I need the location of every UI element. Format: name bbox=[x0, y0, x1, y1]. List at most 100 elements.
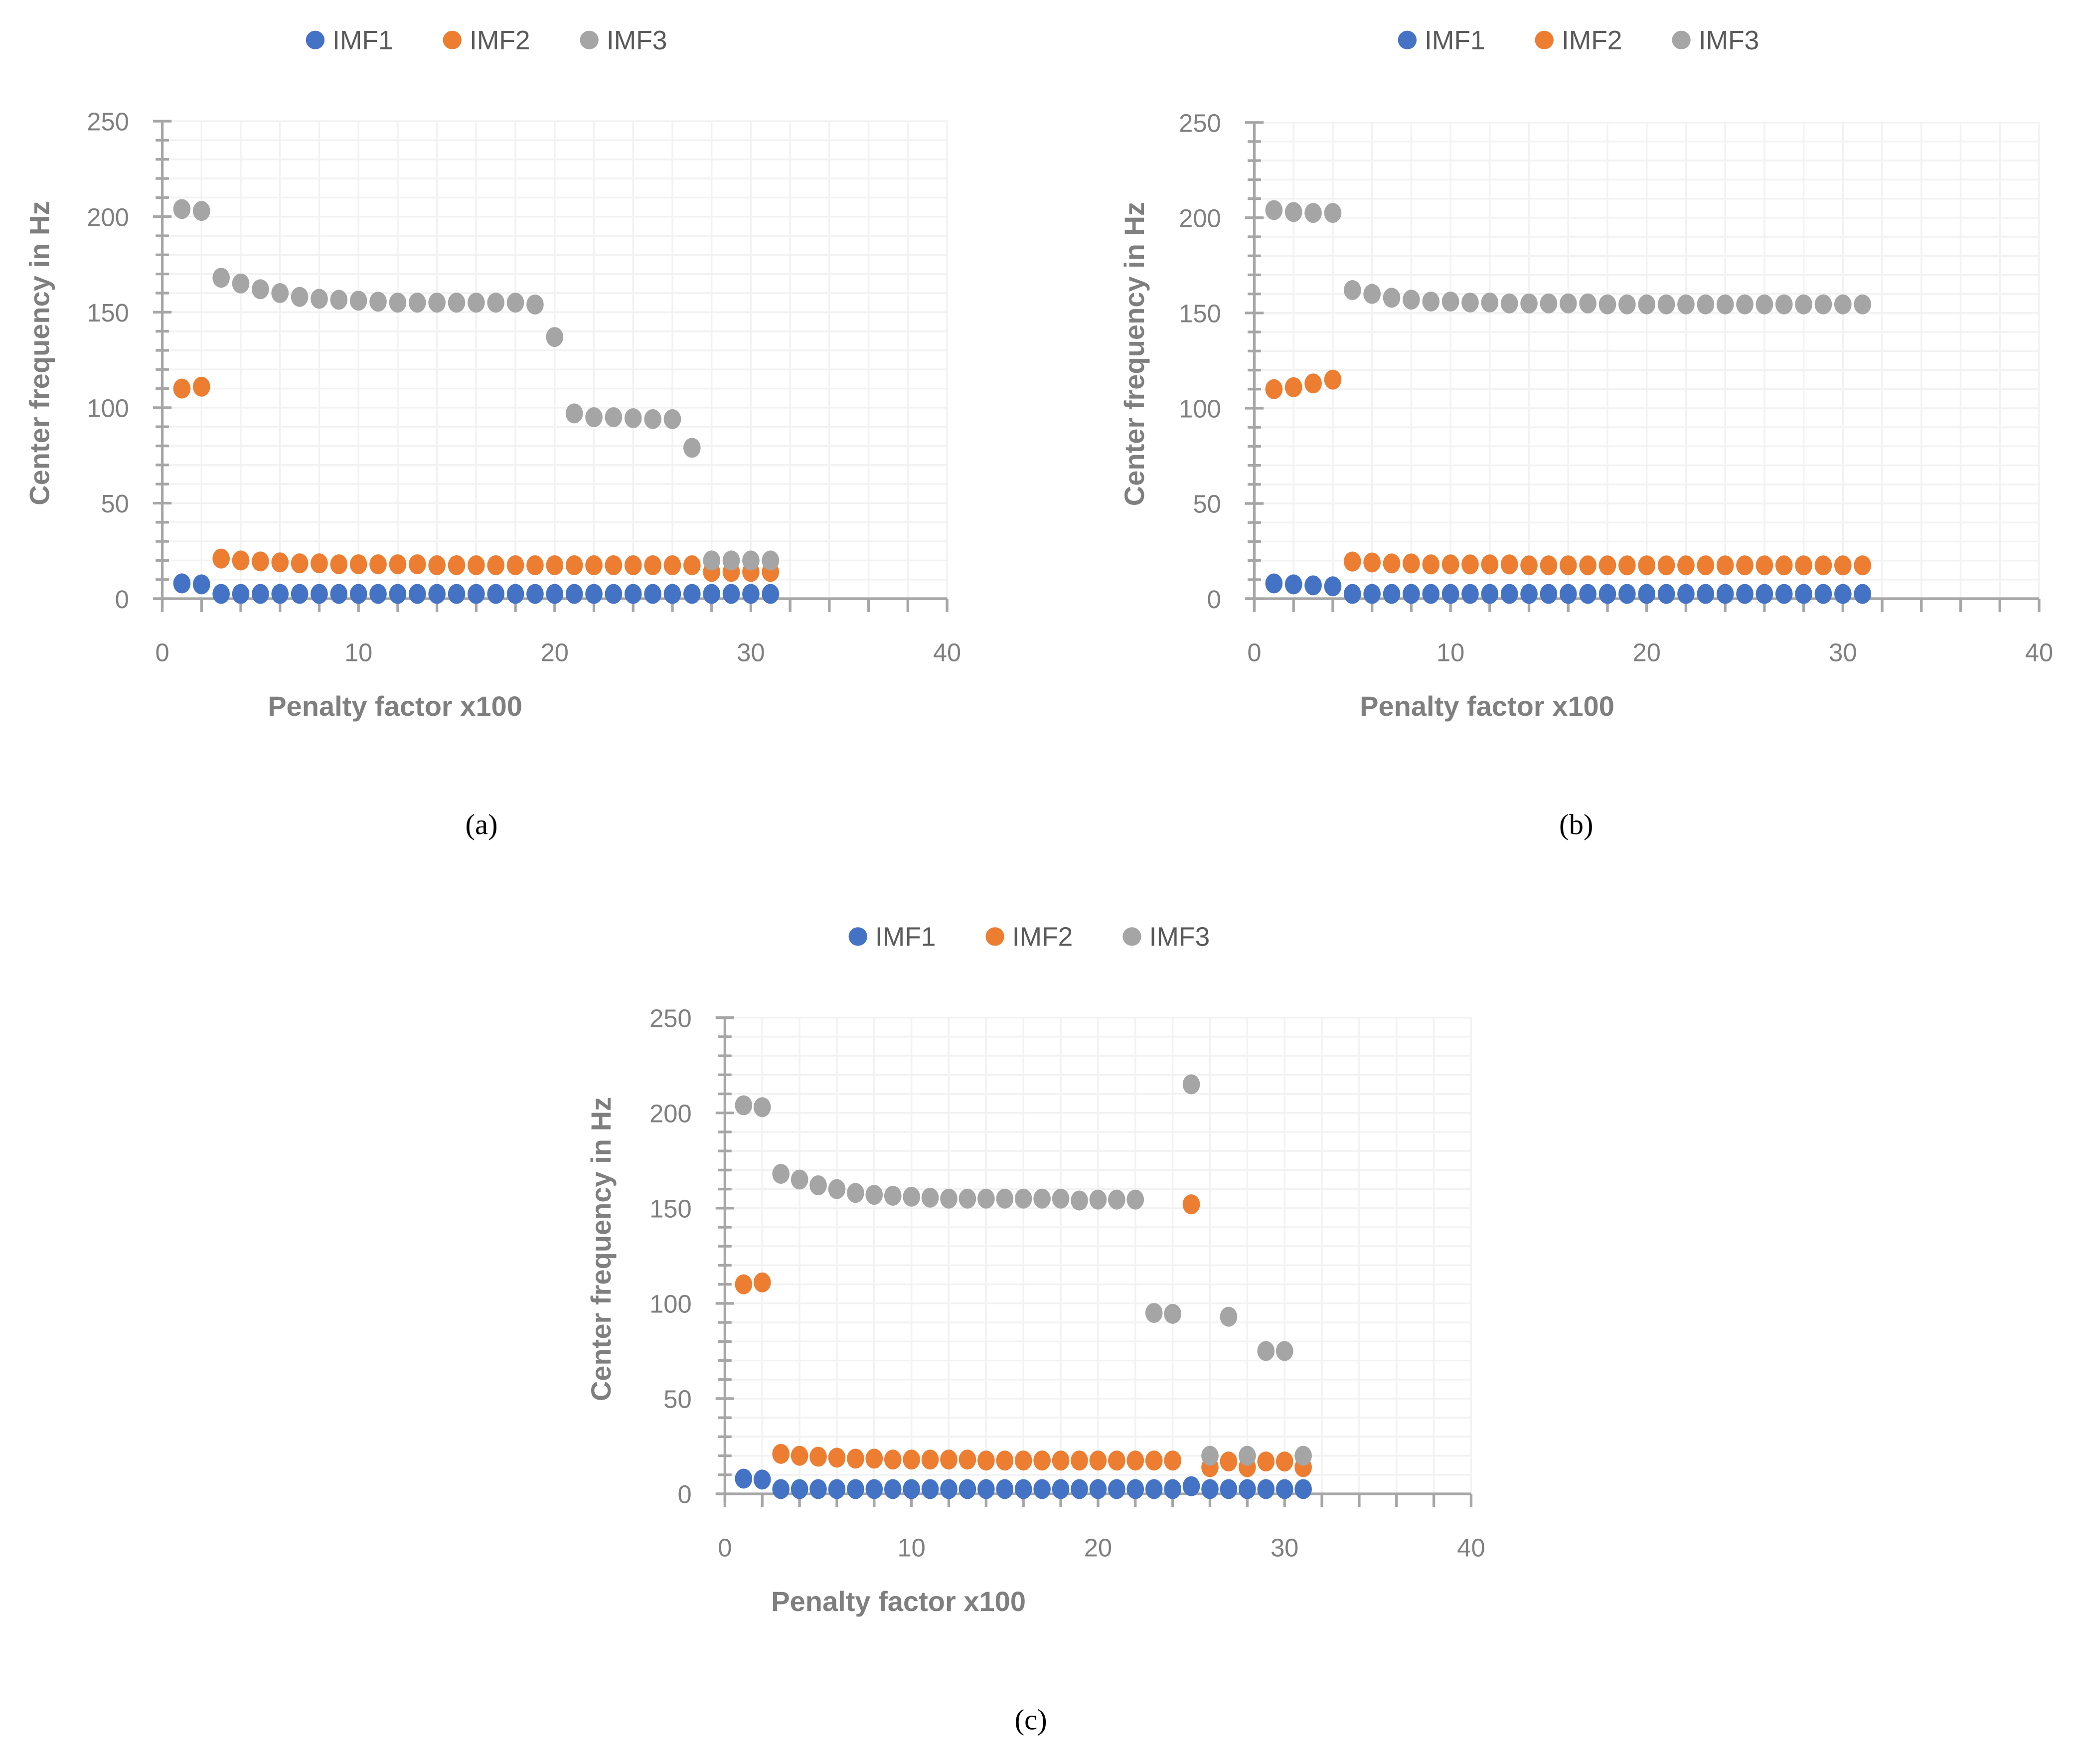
chart-c-point-imf1 bbox=[1014, 1479, 1032, 1499]
chart-c-point-imf1 bbox=[958, 1479, 976, 1499]
chart-c-point-imf2 bbox=[847, 1448, 864, 1469]
chart-a-point-imf2 bbox=[271, 552, 289, 573]
chart-a-point-imf1 bbox=[762, 584, 780, 604]
chart-a-point-imf1 bbox=[408, 584, 426, 604]
chart-a-point-imf3 bbox=[762, 550, 780, 571]
chart-c-point-imf3 bbox=[847, 1183, 864, 1203]
chart-b-point-imf2 bbox=[1854, 555, 1872, 576]
chart-c-legend-label-imf3: IMF3 bbox=[1149, 923, 1210, 952]
chart-b-y-tick-label: 200 bbox=[1179, 204, 1221, 232]
chart-c-point-imf3 bbox=[921, 1187, 939, 1208]
chart-c-point-imf3 bbox=[1257, 1341, 1275, 1361]
chart-c-point-imf3 bbox=[791, 1169, 808, 1190]
chart-c-point-imf2 bbox=[1089, 1450, 1107, 1471]
chart-a-point-imf2 bbox=[683, 555, 701, 576]
chart-a-point-imf3 bbox=[644, 409, 661, 429]
chart-a-point-imf1 bbox=[369, 584, 387, 604]
chart-a-legend-marker-imf1 bbox=[306, 30, 325, 49]
chart-a-point-imf1 bbox=[389, 584, 407, 604]
chart-c-y-tick-label: 0 bbox=[677, 1480, 691, 1509]
chart-b-point-imf2 bbox=[1834, 555, 1852, 576]
chart-a-point-imf2 bbox=[252, 551, 269, 572]
chart-b-point-imf3 bbox=[1500, 293, 1518, 314]
chart-a-point-imf3 bbox=[271, 283, 289, 303]
chart-a-point-imf1 bbox=[468, 584, 485, 604]
chart-b-point-imf3 bbox=[1324, 203, 1342, 223]
chart-c-x-tick-label: 40 bbox=[1457, 1533, 1485, 1562]
chart-c-point-imf3 bbox=[1108, 1189, 1125, 1210]
chart-b-point-imf3 bbox=[1520, 293, 1538, 314]
chart-a-point-imf1 bbox=[232, 584, 250, 604]
chart-b-point-imf1 bbox=[1834, 584, 1852, 604]
chart-b-point-imf2 bbox=[1756, 555, 1773, 576]
chart-a-point-imf2 bbox=[192, 376, 210, 397]
chart-a-point-imf2 bbox=[311, 553, 328, 574]
chart-b-legend-label-imf1: IMF1 bbox=[1425, 26, 1485, 55]
chart-c-y-tick-label: 100 bbox=[649, 1290, 692, 1318]
chart-b-point-imf2 bbox=[1657, 555, 1675, 576]
chart-b-point-imf2 bbox=[1736, 555, 1754, 576]
chart-b-point-imf1 bbox=[1716, 584, 1734, 604]
chart-b-point-imf2 bbox=[1422, 554, 1440, 575]
chart-c-point-imf2 bbox=[958, 1449, 976, 1470]
chart-a-point-imf3 bbox=[369, 292, 387, 312]
chart-a-point-imf3 bbox=[291, 287, 309, 307]
chart-b-point-imf2 bbox=[1383, 553, 1401, 574]
chart-b-point-imf1 bbox=[1441, 584, 1459, 604]
chart-a-point-imf1 bbox=[173, 573, 191, 594]
chart-c-legend-marker-imf2 bbox=[985, 927, 1004, 946]
chart-b-point-imf1 bbox=[1618, 584, 1636, 604]
chart-a-point-imf1 bbox=[644, 584, 661, 604]
chart-b-point-imf3 bbox=[1579, 293, 1596, 314]
chart-b-point-imf3 bbox=[1441, 291, 1459, 312]
chart-a-point-imf1 bbox=[506, 584, 524, 604]
chart-a-point-imf2 bbox=[644, 555, 661, 576]
chart-a-x-tick-label: 40 bbox=[933, 639, 961, 667]
chart-b-point-imf2 bbox=[1343, 551, 1361, 572]
chart-b-point-imf1 bbox=[1422, 584, 1440, 604]
chart-c-point-imf3 bbox=[1089, 1189, 1107, 1210]
chart-c-point-imf2 bbox=[1052, 1450, 1070, 1471]
chart-b-point-imf3 bbox=[1795, 294, 1812, 315]
chart-b-y-tick-label: 100 bbox=[1179, 395, 1221, 423]
chart-b-x-tick-label: 20 bbox=[1633, 639, 1661, 667]
chart-b-x-tick-label: 30 bbox=[1829, 639, 1857, 667]
chart-c-point-imf2 bbox=[1108, 1450, 1125, 1471]
chart-b-point-imf1 bbox=[1598, 584, 1616, 604]
chart-a-point-imf1 bbox=[330, 584, 348, 604]
chart-b-point-imf1 bbox=[1461, 584, 1479, 604]
chart-a-point-imf1 bbox=[212, 584, 230, 604]
chart-c-point-imf2 bbox=[1182, 1194, 1200, 1215]
chart-b-legend-marker-imf1 bbox=[1398, 30, 1417, 49]
chart-a-point-imf1 bbox=[428, 584, 446, 604]
chart-a-point-imf3 bbox=[742, 550, 760, 571]
chart-a-point-imf3 bbox=[722, 550, 740, 571]
chart-b-point-imf2 bbox=[1363, 552, 1381, 573]
chart-c-point-imf2 bbox=[735, 1274, 753, 1294]
chart-b-point-imf1 bbox=[1579, 584, 1596, 604]
chart-a-point-imf2 bbox=[624, 555, 642, 576]
chart-a-point-imf3 bbox=[173, 199, 191, 219]
chart-b-point-imf1 bbox=[1775, 584, 1793, 604]
chart-c-panel-label: (c) bbox=[1015, 1703, 1047, 1736]
chart-a-point-imf3 bbox=[408, 293, 426, 313]
chart-b-point-imf1 bbox=[1697, 584, 1715, 604]
chart-a-point-imf1 bbox=[703, 584, 721, 604]
chart-a-y-tick-label: 250 bbox=[87, 108, 129, 136]
chart-c-point-imf3 bbox=[996, 1188, 1014, 1209]
chart-c-point-imf1 bbox=[735, 1468, 753, 1489]
chart-b-point-imf1 bbox=[1854, 584, 1872, 604]
chart-a-point-imf2 bbox=[506, 555, 524, 576]
chart-a-point-imf1 bbox=[722, 584, 740, 604]
chart-b-point-imf1 bbox=[1677, 584, 1695, 604]
chart-c-point-imf1 bbox=[903, 1479, 920, 1499]
chart-a-point-imf1 bbox=[487, 584, 505, 604]
chart-c-legend-marker-imf3 bbox=[1122, 927, 1141, 946]
chart-a-x-tick-label: 10 bbox=[344, 639, 372, 667]
chart-a-point-imf3 bbox=[624, 408, 642, 428]
chart-a-point-imf1 bbox=[605, 584, 623, 604]
chart-a-point-imf1 bbox=[448, 584, 466, 604]
chart-a-point-imf3 bbox=[703, 550, 721, 571]
chart-c-y-tick-label: 200 bbox=[649, 1099, 692, 1127]
chart-a-point-imf3 bbox=[311, 289, 328, 309]
